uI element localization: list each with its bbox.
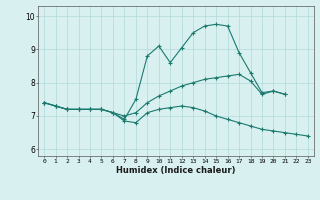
X-axis label: Humidex (Indice chaleur): Humidex (Indice chaleur) [116, 166, 236, 175]
